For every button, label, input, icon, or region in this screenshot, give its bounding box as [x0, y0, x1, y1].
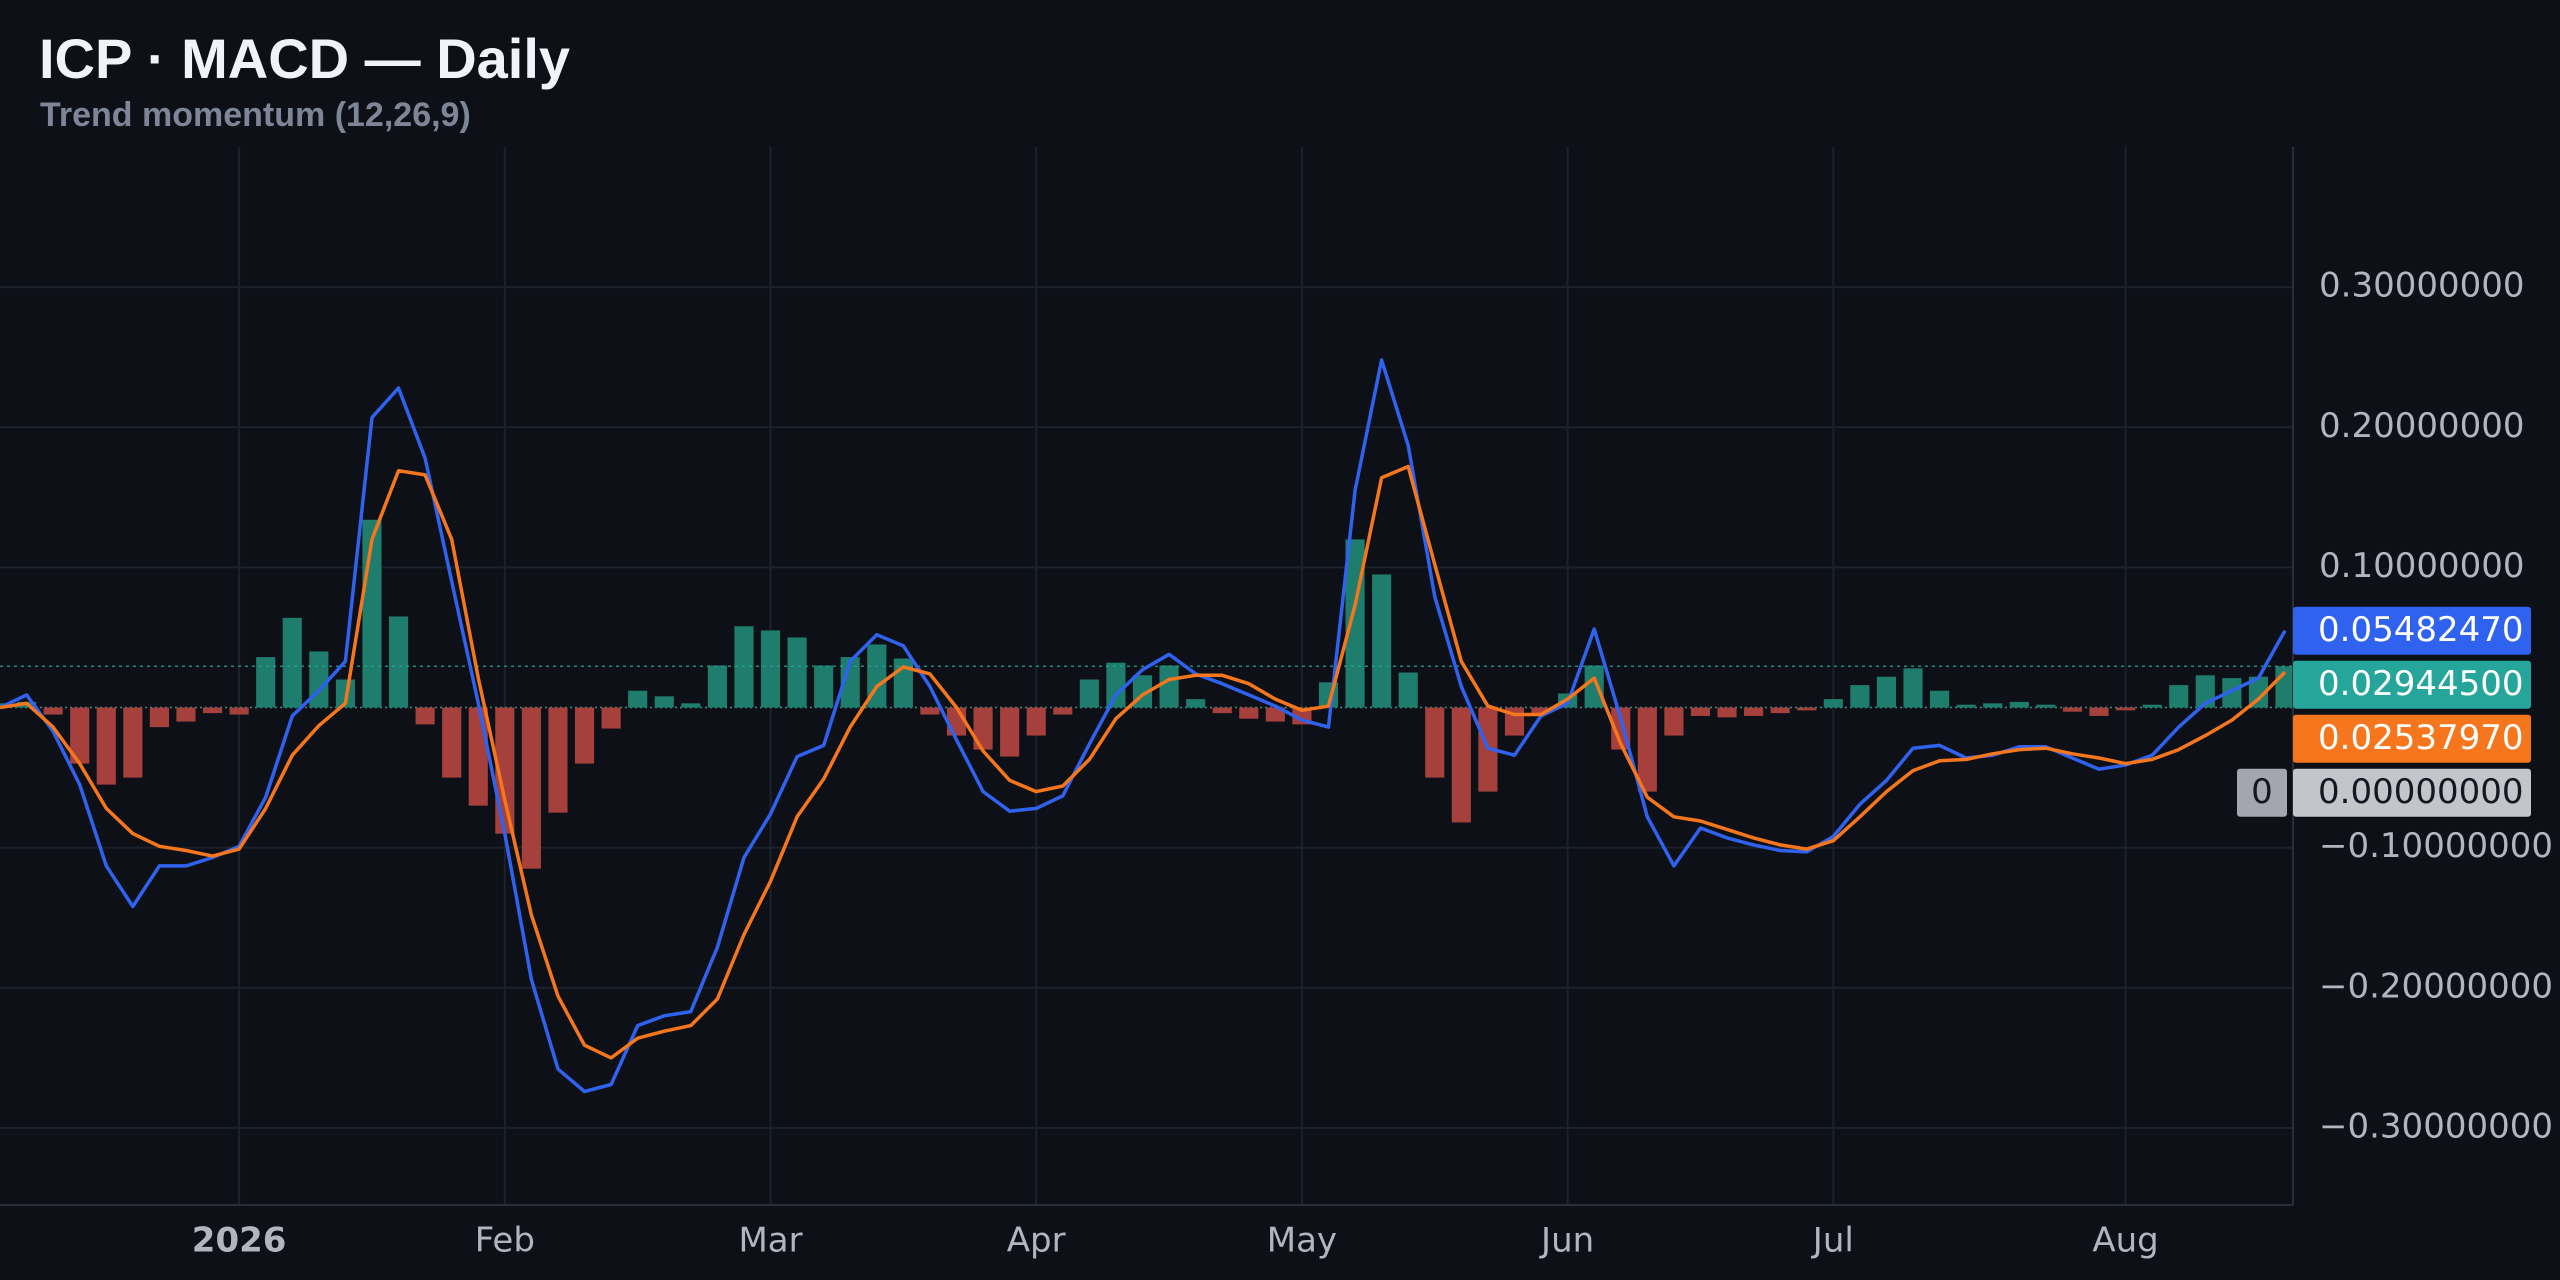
histogram-bar [1823, 699, 1843, 708]
histogram-bar [574, 707, 595, 764]
histogram-bar [1398, 672, 1418, 708]
histogram-bar [1717, 707, 1737, 718]
histogram-bar [1690, 707, 1711, 716]
x-tick-label: Jun [1539, 1221, 1594, 1261]
value-tag [2293, 660, 2531, 709]
histogram-bar [2009, 701, 2029, 708]
histogram-bar [149, 707, 169, 728]
histogram-bar [2248, 676, 2268, 708]
histogram-bar [1584, 665, 1604, 708]
y-tick-label: −0.20000000 [2319, 966, 2553, 1006]
histogram-bar [96, 707, 116, 785]
histogram-bar [548, 707, 568, 813]
value-tag [2293, 606, 2531, 655]
histogram-bar [2036, 704, 2056, 708]
histogram-bar [1265, 707, 1285, 722]
zero-badge [2237, 768, 2287, 817]
y-tick-label: 0.10000000 [2319, 546, 2525, 586]
histogram-bar [468, 707, 488, 806]
value-tag-label: 0.00000000 [2318, 772, 2524, 812]
histogram-bar [2116, 707, 2136, 711]
macd-line [0, 358, 2287, 1094]
histogram-bar [256, 657, 276, 708]
histogram-bar [388, 616, 409, 708]
histogram-bar [1186, 699, 1206, 708]
chart-subtitle: Trend momentum (12,26,9) [40, 96, 471, 134]
value-tag [2293, 768, 2531, 817]
histogram-bar [43, 707, 63, 715]
histogram-bar [601, 707, 621, 729]
zero-badge-label: 0 [2251, 772, 2273, 812]
histogram-bar [1637, 707, 1657, 792]
histogram-bar [1664, 707, 1684, 736]
x-tick-label: Apr [1007, 1221, 1066, 1261]
histogram-bar [787, 637, 807, 708]
histogram-bar [1159, 665, 1179, 708]
histogram-bar [1239, 707, 1259, 719]
x-tick-label: Jul [1811, 1221, 1854, 1261]
histogram-bar [681, 703, 701, 708]
histogram-bar [2169, 685, 2189, 708]
y-tick-label: −0.10000000 [2319, 826, 2553, 866]
histogram-bar [1983, 703, 2003, 708]
histogram-bar [2062, 707, 2083, 712]
value-tag-label: 0.05482470 [2318, 610, 2524, 650]
histogram-bar [840, 657, 860, 708]
macd-line [0, 464, 2287, 1060]
histogram-bar [1372, 574, 1392, 708]
x-tick-label: 2026 [192, 1221, 287, 1261]
histogram-bar [1053, 707, 1073, 715]
histogram-bar [1079, 679, 1099, 708]
y-tick-label: 0.30000000 [2319, 266, 2525, 306]
histogram-bar [973, 707, 993, 750]
y-tick-label: −0.30000000 [2319, 1106, 2553, 1146]
histogram-bar [1000, 707, 1020, 757]
histogram-bar [442, 707, 462, 778]
x-tick-label: Aug [2092, 1221, 2158, 1261]
value-tag-label: 0.02944500 [2318, 664, 2524, 704]
histogram-bar [760, 630, 781, 708]
histogram-bar [1425, 707, 1445, 778]
histogram-bar [707, 665, 727, 708]
histogram-bar [282, 617, 302, 708]
histogram-bar [1212, 707, 1232, 714]
histogram-bar [920, 707, 940, 715]
histogram-bar [628, 690, 648, 708]
histogram-bar [415, 707, 435, 725]
histogram-bar [202, 707, 223, 714]
histogram-bar [1531, 707, 1551, 714]
x-tick-label: Feb [475, 1221, 535, 1261]
histogram-bar [1850, 685, 1870, 708]
histogram-bar [176, 707, 196, 722]
x-tick-label: May [1267, 1221, 1337, 1261]
histogram-bar [1903, 668, 1923, 708]
plot-area [0, 147, 2295, 1205]
histogram-bar [2089, 707, 2109, 716]
histogram-bar [1106, 662, 1126, 708]
histogram-bar [123, 707, 143, 778]
value-tag [2293, 714, 2531, 763]
histogram-bar [1956, 704, 1976, 708]
value-tag-label: 0.02537970 [2318, 718, 2524, 758]
x-tick-label: Mar [738, 1221, 802, 1261]
histogram-bar [229, 707, 249, 715]
histogram-bar [2222, 678, 2242, 708]
histogram-bar [654, 696, 674, 708]
histogram-bar [70, 707, 90, 764]
y-tick-label: 0.20000000 [2319, 406, 2525, 446]
histogram-bar [521, 707, 541, 869]
chart-title: ICP · MACD — Daily [39, 27, 570, 90]
histogram-bar [814, 665, 834, 708]
histogram-bar [1797, 707, 1817, 711]
histogram-bar [1876, 676, 1897, 708]
histogram-bar [1930, 690, 1950, 708]
histogram-bar [1770, 707, 1790, 714]
histogram-bar [2142, 704, 2162, 708]
histogram-bar [1451, 707, 1471, 823]
histogram-bar [1026, 707, 1046, 736]
histogram-bar [1744, 707, 1764, 716]
